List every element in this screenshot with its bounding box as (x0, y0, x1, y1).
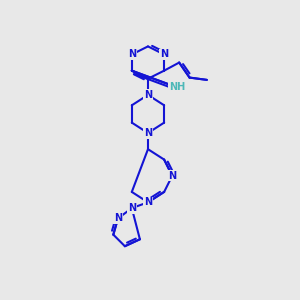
Text: N: N (128, 203, 136, 213)
Text: N: N (144, 90, 152, 100)
Text: N: N (128, 50, 136, 59)
Text: N: N (160, 50, 168, 59)
Text: NH: NH (169, 82, 185, 92)
Text: N: N (144, 197, 152, 207)
Text: N: N (168, 171, 176, 181)
Text: N: N (144, 128, 152, 138)
Text: N: N (114, 214, 122, 224)
